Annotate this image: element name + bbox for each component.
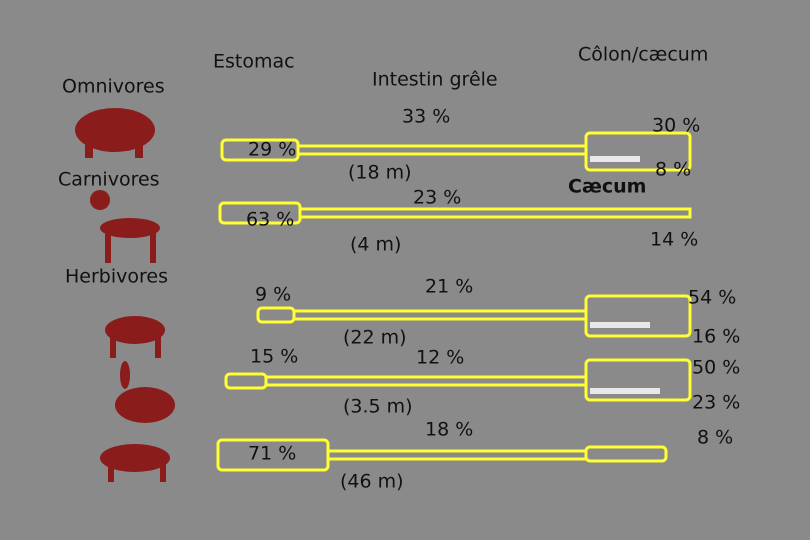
value: 21 % (425, 276, 473, 298)
labels: Omnivores Estomac Intestin grêle Côlon/c… (58, 44, 740, 493)
value: 12 % (416, 347, 464, 369)
length: (18 m) (348, 162, 412, 184)
animals (75, 108, 175, 482)
value: 54 % (688, 287, 736, 309)
value: 14 % (650, 229, 698, 251)
header: Omnivores (62, 76, 165, 98)
value: 23 % (413, 187, 461, 209)
length: (22 m) (343, 327, 407, 349)
group-label: Carnivores (58, 169, 160, 191)
header: Estomac (213, 51, 295, 73)
value: 30 % (652, 115, 700, 137)
value: 71 % (248, 443, 296, 465)
tubes (216, 131, 692, 472)
group-label: Herbivores (65, 266, 168, 288)
value: 63 % (246, 209, 294, 231)
value: 8 % (697, 427, 733, 449)
header: Côlon/cæcum (578, 44, 708, 66)
value: 9 % (255, 284, 291, 306)
value: 16 % (692, 326, 740, 348)
value: 29 % (248, 139, 296, 161)
header: Intestin grêle (372, 69, 498, 91)
length: (46 m) (340, 471, 404, 493)
value: 23 % (692, 392, 740, 414)
value: 15 % (250, 346, 298, 368)
value: 8 % (655, 159, 691, 181)
caecum-label: Cæcum (568, 176, 646, 198)
length: (4 m) (350, 234, 401, 256)
length: (3.5 m) (343, 396, 413, 418)
value: 50 % (692, 357, 740, 379)
value: 33 % (402, 106, 450, 128)
value: 18 % (425, 419, 473, 441)
